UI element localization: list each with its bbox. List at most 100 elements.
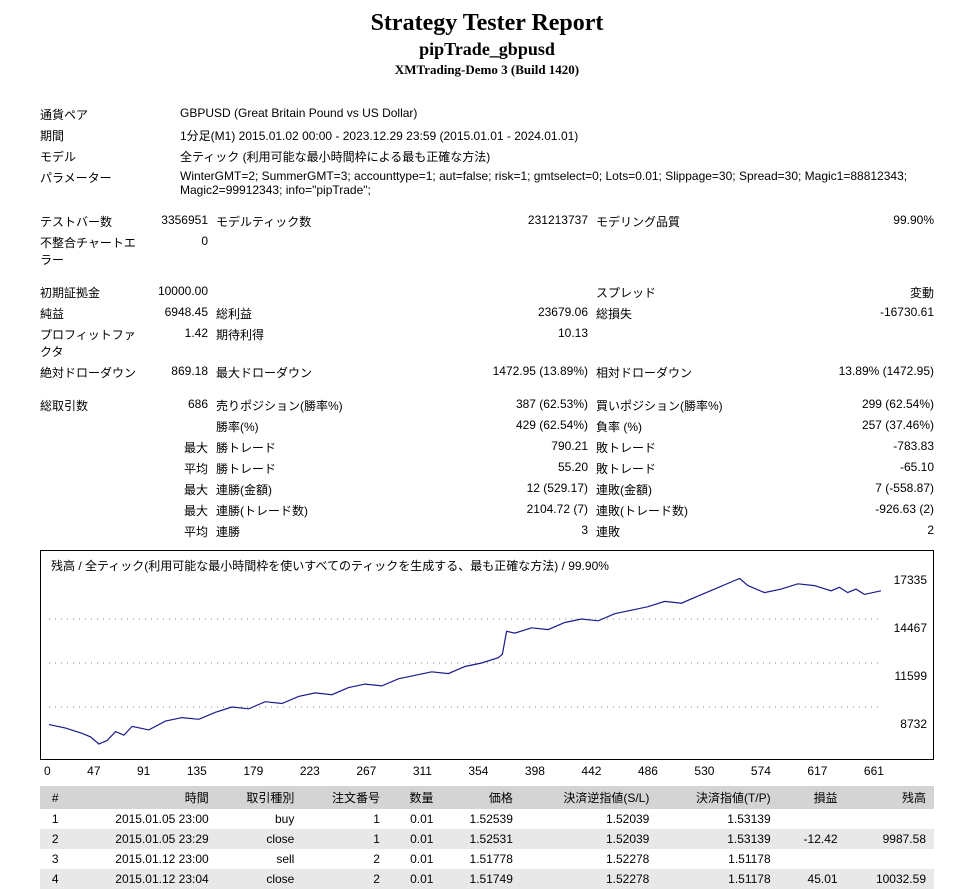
- stat-label: [40, 502, 136, 519]
- stat-value: 7 (-558.87): [756, 481, 934, 498]
- cell: buy: [217, 809, 303, 829]
- summary-value: 全ティック (利用可能な最小時間枠による最も正確な方法): [180, 148, 934, 165]
- cell: 1.52039: [521, 809, 657, 829]
- chart-svg: [41, 551, 933, 761]
- x-tick: 486: [638, 764, 658, 778]
- stat-label: 負率 (%): [596, 418, 756, 435]
- stat-value: 最大: [136, 481, 216, 498]
- cell: 0.01: [388, 869, 442, 889]
- cell: sell: [217, 849, 303, 869]
- x-tick: 530: [694, 764, 714, 778]
- stat-value: 最大: [136, 502, 216, 519]
- cell: 1.53139: [657, 809, 778, 829]
- stat-value: -16730.61: [756, 305, 934, 322]
- balance-chart: 残高 / 全ティック(利用可能な最小時間枠を使いすべてのティックを生成する、最も…: [40, 550, 934, 760]
- y-tick: 17335: [894, 573, 927, 587]
- stat-value: 55.20: [376, 460, 596, 477]
- cell: 1.52278: [521, 869, 657, 889]
- stat-label: [216, 234, 376, 268]
- stat-value: 10.13: [376, 326, 596, 360]
- table-row: 22015.01.05 23:29close10.011.525311.5203…: [40, 829, 934, 849]
- stat-value: 99.90%: [756, 213, 934, 230]
- col-header: 損益: [779, 786, 846, 809]
- stat-value: -926.63 (2): [756, 502, 934, 519]
- cell: 1.52039: [521, 829, 657, 849]
- cell: 1: [40, 809, 70, 829]
- stat-value: 2: [756, 523, 934, 540]
- cell: 1.51178: [657, 869, 778, 889]
- stat-label: 連敗(金額): [596, 481, 756, 498]
- stat-label: 総取引数: [40, 397, 136, 414]
- chart-x-labels: 0479113517922326731135439844248653057461…: [40, 764, 934, 778]
- x-tick: 223: [300, 764, 320, 778]
- stat-value: 0: [136, 234, 216, 268]
- stat-value: [376, 234, 596, 268]
- cell: 45.01: [779, 869, 846, 889]
- stat-label: [40, 523, 136, 540]
- stat-value: 1472.95 (13.89%): [376, 364, 596, 381]
- cell: close: [217, 829, 303, 849]
- cell: 9987.58: [846, 829, 934, 849]
- summary-label: 期間: [40, 127, 180, 144]
- stat-label: 連勝(トレード数): [216, 502, 376, 519]
- table-row: 32015.01.12 23:00sell20.011.517781.52278…: [40, 849, 934, 869]
- title: Strategy Tester Report: [0, 10, 974, 37]
- x-tick: 398: [525, 764, 545, 778]
- stat-value: 最大: [136, 439, 216, 456]
- col-header: 価格: [441, 786, 520, 809]
- stat-label: 勝トレード: [216, 439, 376, 456]
- col-header: 時間: [70, 786, 216, 809]
- x-tick: 135: [187, 764, 207, 778]
- stat-label: 売りポジション(勝率%): [216, 397, 376, 414]
- stat-value: 869.18: [136, 364, 216, 381]
- col-header: 注文番号: [302, 786, 388, 809]
- cell: 2: [302, 849, 388, 869]
- stat-value: 231213737: [376, 213, 596, 230]
- cell: [846, 849, 934, 869]
- stat-label: 敗トレード: [596, 460, 756, 477]
- stat-value: 299 (62.54%): [756, 397, 934, 414]
- build-info: XMTrading-Demo 3 (Build 1420): [0, 62, 974, 78]
- summary-label: モデル: [40, 148, 180, 165]
- x-tick: 311: [413, 764, 432, 778]
- cell: 1: [302, 829, 388, 849]
- cell: 10032.59: [846, 869, 934, 889]
- summary-label: パラメーター: [40, 169, 180, 197]
- stat-label: 初期証拠金: [40, 284, 136, 301]
- col-header: 取引種別: [217, 786, 303, 809]
- stat-value: 12 (529.17): [376, 481, 596, 498]
- x-tick: 267: [356, 764, 376, 778]
- stat-label: 連敗(トレード数): [596, 502, 756, 519]
- cell: 2015.01.05 23:00: [70, 809, 216, 829]
- cell: [779, 809, 846, 829]
- cell: 2: [40, 829, 70, 849]
- x-tick: 574: [751, 764, 771, 778]
- summary-rows: 通貨ペアGBPUSD (Great Britain Pound vs US Do…: [40, 104, 934, 199]
- col-header: 決済指値(T/P): [657, 786, 778, 809]
- summary-value: WinterGMT=2; SummerGMT=3; accounttype=1;…: [180, 169, 934, 197]
- x-tick: 442: [581, 764, 601, 778]
- stat-label: [596, 326, 756, 360]
- chart-y-labels: 1733514467115998732: [894, 551, 927, 759]
- stats-grid: テストバー数3356951モデルティック数231213737モデリング品質99.…: [40, 211, 934, 542]
- report-header: Strategy Tester Report pipTrade_gbpusd X…: [0, 0, 974, 84]
- x-tick: 0: [44, 764, 51, 778]
- cell: 0.01: [388, 809, 442, 829]
- summary-label: 通貨ペア: [40, 106, 180, 123]
- y-tick: 14467: [894, 621, 927, 635]
- summary-value: GBPUSD (Great Britain Pound vs US Dollar…: [180, 106, 934, 123]
- stat-label: 連勝: [216, 523, 376, 540]
- stat-value: 13.89% (1472.95): [756, 364, 934, 381]
- stat-value: 平均: [136, 460, 216, 477]
- x-tick: 47: [87, 764, 100, 778]
- stat-value: 1.42: [136, 326, 216, 360]
- cell: 1.52539: [441, 809, 520, 829]
- cell: 1.51778: [441, 849, 520, 869]
- cell: 2015.01.12 23:00: [70, 849, 216, 869]
- table-row: 42015.01.12 23:04close20.011.517491.5227…: [40, 869, 934, 889]
- cell: 4: [40, 869, 70, 889]
- stat-label: 絶対ドローダウン: [40, 364, 136, 381]
- stat-label: [40, 481, 136, 498]
- stat-value: [756, 326, 934, 360]
- cell: 1.53139: [657, 829, 778, 849]
